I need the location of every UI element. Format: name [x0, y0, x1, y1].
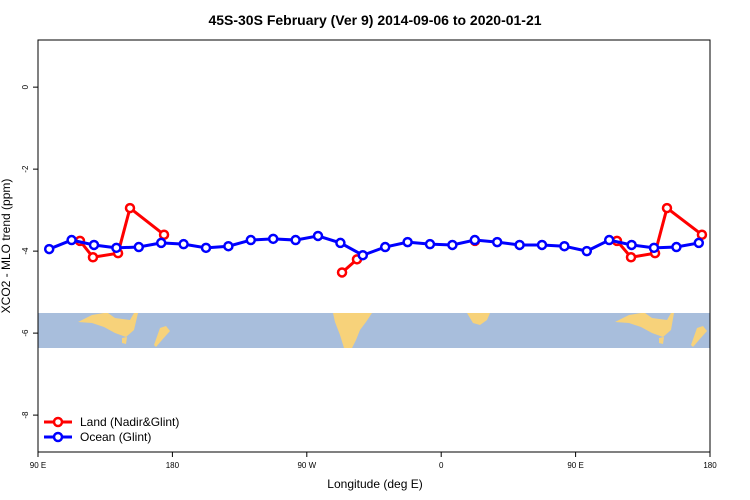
series-point: [469, 234, 481, 246]
series-point: [447, 239, 458, 251]
series-point: [402, 236, 413, 248]
y-tick-label: -2: [21, 165, 30, 173]
series-point: [312, 230, 324, 242]
x-tick-label: 180: [703, 461, 717, 470]
series-point: [245, 234, 257, 246]
legend-label: Land (Nadir&Glint): [80, 415, 179, 429]
series-point: [696, 229, 708, 240]
series-line: [615, 205, 703, 259]
x-tick-label: 90 E: [30, 461, 46, 470]
map-strip: [38, 313, 710, 348]
series-point: [335, 237, 346, 249]
series-point: [625, 252, 637, 263]
series-point: [155, 237, 167, 249]
series-point: [66, 234, 77, 246]
series-point: [559, 240, 570, 252]
chart-title: 45S-30S February (Ver 9) 2014-09-06 to 2…: [208, 12, 541, 28]
x-tick-label: 0: [439, 461, 444, 470]
x-tick-label: 90 E: [567, 461, 583, 470]
series-point: [671, 241, 682, 253]
series-point: [290, 234, 301, 246]
series-point: [88, 239, 100, 251]
series-point: [267, 233, 279, 245]
y-tick-label: -6: [21, 329, 30, 337]
series-point: [424, 238, 436, 250]
series-point: [514, 239, 525, 251]
plot-frame: [37, 39, 711, 453]
series-point: [133, 241, 145, 253]
series-point: [111, 242, 122, 254]
series-point: [379, 241, 391, 253]
series-line: [48, 234, 700, 257]
series-point: [581, 245, 593, 257]
series-point: [43, 243, 55, 255]
series-point: [223, 240, 234, 252]
series-point: [158, 229, 170, 240]
y-tick-label: -8: [21, 411, 30, 419]
series-point: [626, 239, 637, 251]
series-point: [491, 236, 503, 248]
series-point: [603, 234, 615, 246]
legend-marker: [52, 416, 64, 428]
series-point: [200, 242, 212, 254]
x-tick-label: 90 W: [297, 461, 316, 470]
legend-label: Ocean (Glint): [80, 430, 151, 444]
series-point: [124, 202, 136, 214]
series-point: [357, 249, 369, 261]
series-point: [536, 239, 548, 251]
y-tick-label: 0: [21, 84, 30, 89]
y-axis-label: XCO2 - MLO trend (ppm): [0, 179, 13, 314]
series-point: [87, 252, 99, 263]
legend-marker: [52, 431, 64, 443]
x-tick-label: 180: [166, 461, 180, 470]
y-tick-label: -4: [21, 247, 30, 255]
series-point: [178, 238, 189, 250]
series-point: [693, 237, 705, 249]
x-axis-label: Longitude (deg E): [327, 477, 422, 491]
series-point: [648, 242, 660, 254]
series-point: [336, 267, 348, 278]
series-point: [661, 202, 673, 214]
